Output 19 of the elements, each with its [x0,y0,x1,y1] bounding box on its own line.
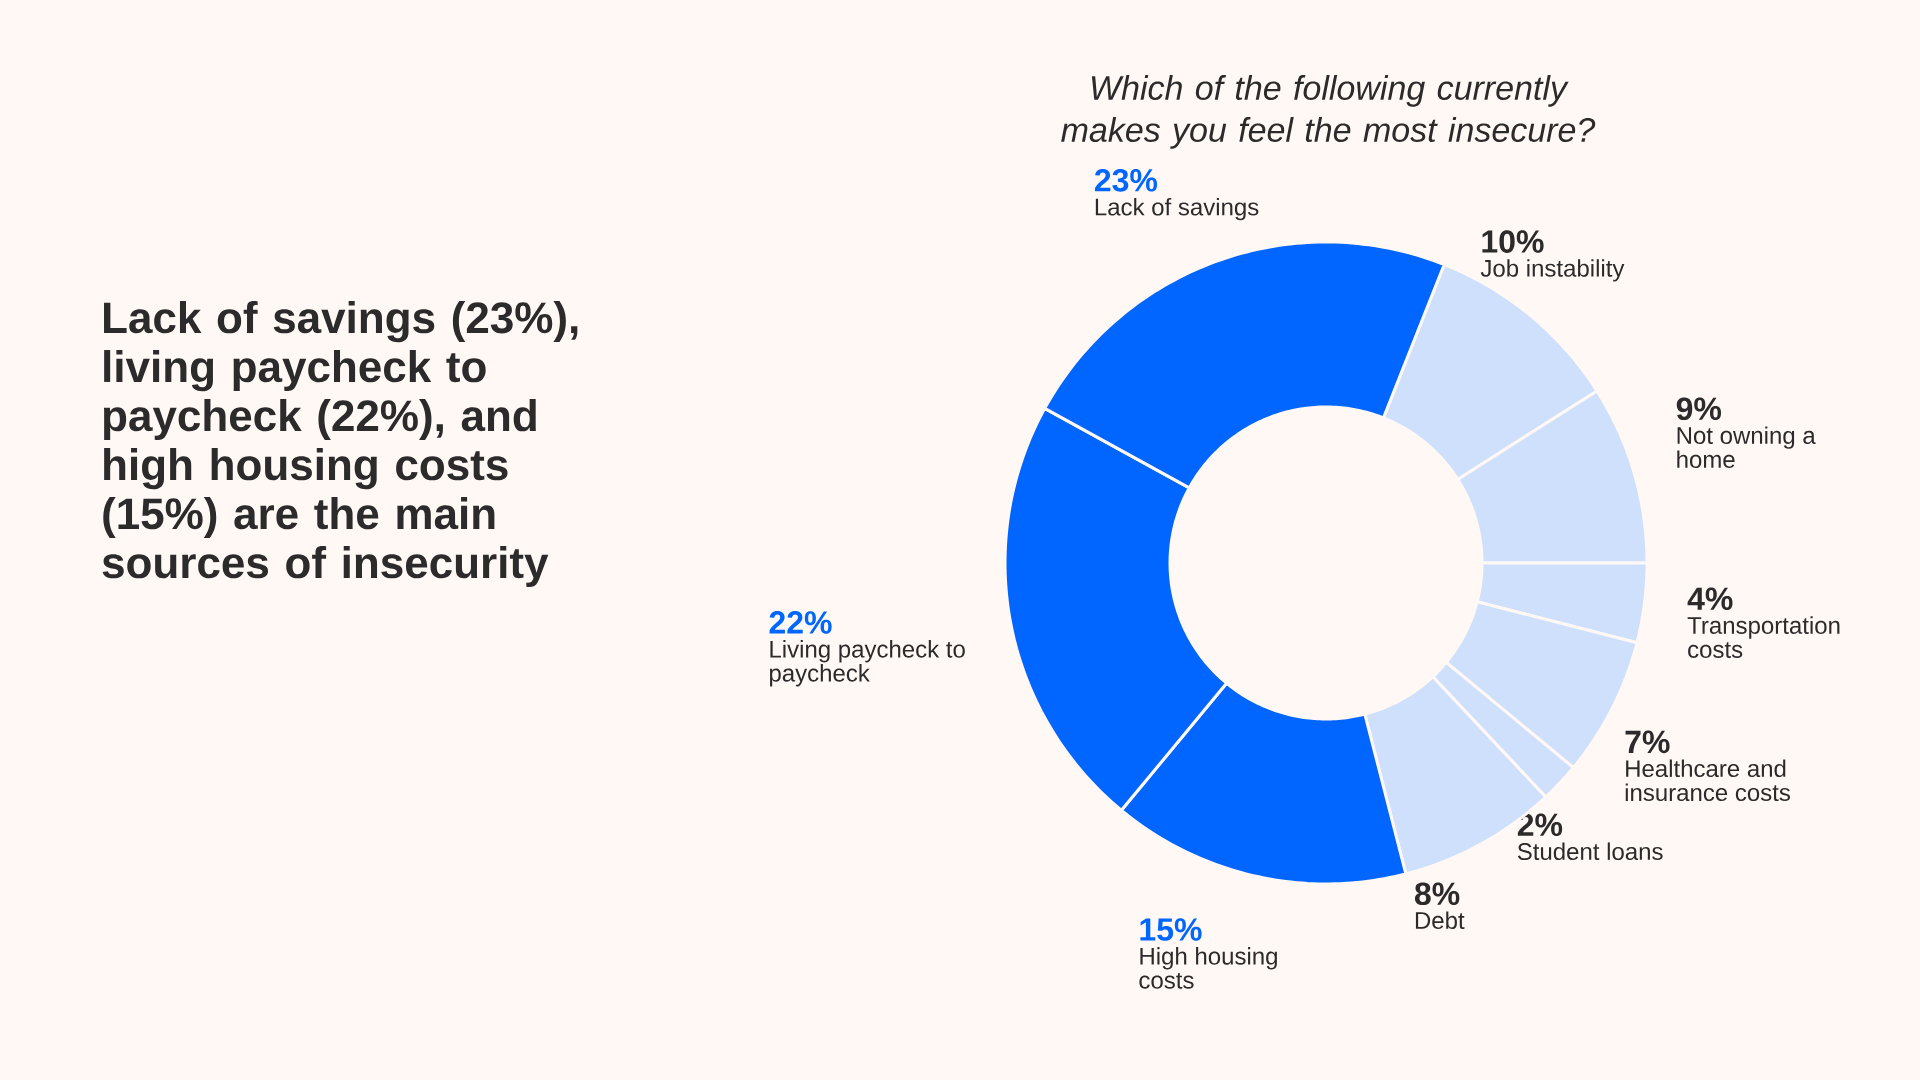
slice-label: Transportation costs [1687,616,1840,658]
text: Lack of savings (23%), living paycheck to paycheck (22%), and high housing costs (15%) are the main sources of insecurity [102,301,578,588]
data-label: 22% [769,611,832,634]
slice-label: Lack of savings [1095,197,1259,221]
data-label: 10% [1482,230,1544,253]
slice-label: Debt [1415,911,1465,930]
data-label: 4% [1687,587,1733,610]
data-label: 9% [1676,397,1722,421]
slice-label: Healthcare and insurance costs [1625,759,1790,802]
data-label: 15% [1140,918,1202,941]
slice-label: Job instability [1480,259,1625,282]
slice-label: Living paycheck to paycheck [769,640,965,687]
data-label: 7% [1625,730,1670,754]
slice-label: Not owning a home [1677,426,1816,469]
chart-title: Which of the following currently makes you feel the most insecure? [1061,75,1596,149]
data-label: 23% [1094,169,1158,192]
data-label: 8% [1414,882,1460,906]
slice-label: Student loans [1517,842,1663,861]
slice-label: High housing costs [1139,947,1277,989]
